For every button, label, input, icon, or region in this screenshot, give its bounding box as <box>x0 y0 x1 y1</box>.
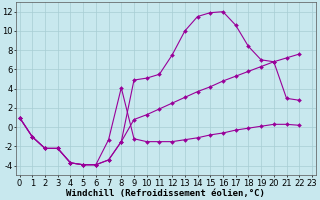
X-axis label: Windchill (Refroidissement éolien,°C): Windchill (Refroidissement éolien,°C) <box>66 189 265 198</box>
